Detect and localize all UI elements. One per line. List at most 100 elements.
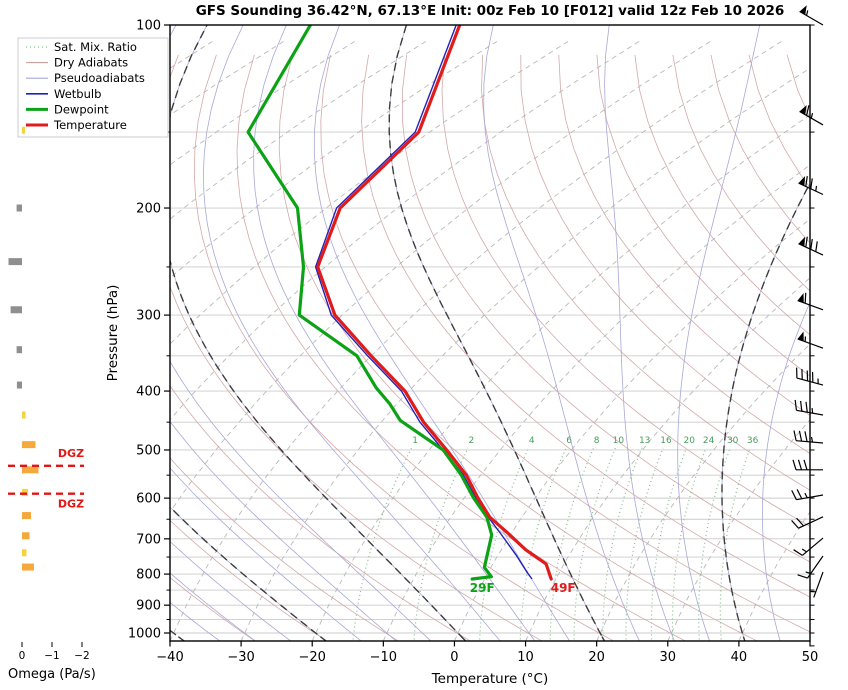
dark-pseudoadiabat-line — [721, 181, 810, 641]
surface-temperature-label: 49F — [551, 581, 576, 595]
titles: GFS Sounding 36.42°N, 67.13°E Init: 00z … — [105, 3, 784, 687]
mixing-ratio-line — [698, 447, 731, 641]
wind-barb — [793, 537, 824, 556]
plot-gridlines — [170, 25, 810, 634]
wind-barb — [791, 489, 824, 501]
wind-barb — [810, 571, 824, 598]
temperature-tick-label: 30 — [660, 650, 677, 665]
temperature-tick-label: −40 — [156, 650, 183, 665]
isotherm-line — [809, 639, 810, 641]
dry-adiabat-line — [520, 54, 810, 454]
isotherm-line — [453, 218, 810, 641]
dry-adiabat-line — [596, 54, 810, 377]
mixing-ratio-label: 6 — [566, 436, 572, 446]
x-axis-title: Temperature (°C) — [431, 671, 549, 687]
pseudoadiabat-line — [483, 25, 640, 641]
temperature-line — [316, 25, 553, 581]
wind-barb — [798, 236, 824, 256]
isotherm-line — [240, 67, 810, 641]
wind-barb — [793, 430, 824, 444]
omega-bar — [22, 126, 25, 134]
surface-labels: 29F 49F — [470, 581, 576, 595]
dry-adiabat-line — [786, 54, 810, 120]
pseudoadiabat-line — [761, 301, 810, 641]
dry-adiabat-line — [236, 54, 687, 641]
mixing-ratio-line — [625, 447, 664, 641]
pseudoadiabat-line — [170, 420, 397, 641]
omega-bar — [22, 512, 31, 520]
pseudoadiabat-line — [388, 25, 606, 641]
legend-label: Temperature — [53, 118, 127, 132]
pseudoadiabat-line — [170, 540, 292, 641]
dgz-label: DGZ — [58, 498, 84, 511]
isotherm-line — [170, 40, 783, 641]
temperature-tick-label: −30 — [227, 650, 254, 665]
wetbulb-curve — [314, 25, 533, 580]
omega-bar — [22, 488, 28, 496]
wind-barb — [799, 5, 824, 26]
legend-label: Sat. Mix. Ratio — [54, 40, 137, 54]
dry-adiabat-line — [558, 54, 810, 416]
mixing-ratio-line — [573, 447, 617, 641]
dewpoint-curve — [246, 25, 494, 581]
isotherm-line — [311, 114, 810, 641]
mixing-ratio-line — [478, 447, 530, 641]
dry-adiabat-line — [278, 54, 758, 641]
dry-adiabat-line — [320, 54, 810, 633]
omega-tick-label: −2 — [74, 650, 89, 662]
mixing-ratio-label: 2 — [468, 436, 474, 446]
dark-pseudoadiabat-line — [388, 25, 606, 641]
isotherm-line — [170, 40, 356, 166]
mixing-ratio-line — [671, 447, 707, 641]
omega-bar — [22, 466, 39, 474]
omega-bar — [22, 411, 26, 419]
wind-barb — [792, 459, 823, 471]
dry-adiabat-line — [193, 54, 615, 641]
mixing-ratio-label: 20 — [684, 436, 696, 446]
chart-title: GFS Sounding 36.42°N, 67.13°E Init: 00z … — [196, 3, 785, 19]
temperature-tick-label: 50 — [802, 650, 819, 665]
mixing-ratio-label: 24 — [703, 436, 715, 446]
dry-adiabats-layer — [170, 54, 810, 641]
dry-adiabat-line — [170, 384, 471, 641]
legend-box — [17, 37, 169, 138]
dry-adiabat-line — [361, 54, 810, 598]
pressure-tick-label: 900 — [136, 599, 161, 614]
wind-barb — [791, 516, 824, 529]
wind-barb — [794, 399, 824, 416]
pressure-tick-label: 1000 — [128, 627, 161, 642]
dry-adiabat-line — [634, 54, 810, 336]
wind-barbs-panel — [791, 5, 824, 598]
dry-adiabat-line — [441, 54, 810, 527]
mixing-ratio-label: 36 — [747, 436, 759, 446]
temperature-tick-label: −10 — [370, 650, 397, 665]
wind-barb — [797, 555, 824, 579]
surface-dewpoint-label: 29F — [470, 581, 495, 595]
omega-bar — [22, 441, 36, 449]
temperature-tick-label: 40 — [731, 650, 748, 665]
pressure-tick-label: 600 — [136, 492, 161, 507]
dry-adiabat-line — [170, 457, 400, 641]
mixing-ratio-label: 13 — [639, 436, 650, 446]
omega-tick-label: −1 — [44, 650, 59, 662]
omega-bar — [16, 381, 22, 389]
temperature-curve — [316, 25, 553, 581]
isotherm-line — [667, 419, 810, 641]
omega-bar — [22, 563, 34, 571]
isotherm-line — [170, 40, 712, 513]
pressure-tick-label: 100 — [136, 19, 161, 34]
legend: Sat. Mix. Ratio Dry AdiabatsPseudoadiabat… — [17, 37, 169, 138]
isotherm-line — [170, 40, 569, 345]
mixing-ratio-layer: 1 2 4 6 8 10 13 16 20 24 30 36 — [352, 436, 759, 641]
wind-barb — [797, 331, 824, 349]
dry-adiabat-line — [170, 576, 256, 641]
mixing-ratio-label: 10 — [613, 436, 625, 446]
pressure-tick-label: 200 — [136, 202, 161, 217]
pseudoadiabat-line — [202, 25, 501, 641]
isotherm-line — [170, 40, 427, 220]
pseudoadiabat-line — [253, 25, 536, 641]
dry-adiabat-line — [481, 54, 810, 491]
pseudoadiabat-line — [170, 25, 432, 641]
